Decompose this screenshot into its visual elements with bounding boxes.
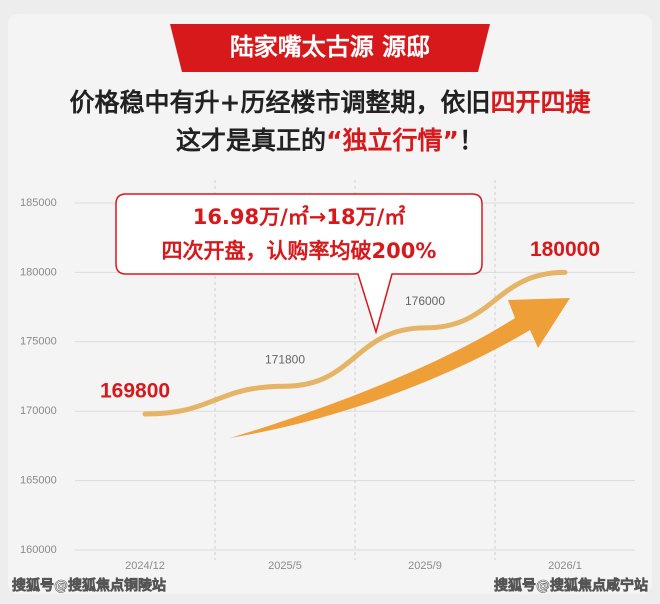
callout-line: 16.98万/㎡→18万/㎡	[193, 205, 406, 229]
watermark: 搜狐号@搜狐焦点铜陵站	[12, 577, 166, 594]
y-tick-label: 160000	[20, 544, 57, 556]
y-tick-label: 170000	[20, 405, 57, 417]
y-tick-label: 165000	[20, 475, 57, 487]
price-line	[142, 269, 568, 417]
trend-arrow	[230, 298, 570, 438]
y-tick-label: 185000	[20, 197, 57, 209]
callout-box	[115, 193, 483, 335]
x-tick-label: 2024/12	[125, 560, 165, 572]
value-label: 180000	[530, 238, 600, 261]
subheadline-part: ！	[459, 126, 484, 155]
subheadline-part: “独立行情”	[326, 126, 459, 155]
value-label: 171800	[265, 352, 305, 366]
headline-part: 价格稳中有升+历经楼市调整期，依旧	[70, 88, 491, 117]
value-label: 169800	[100, 380, 170, 403]
title-banner	[170, 24, 490, 72]
chart-title: 陆家嘴太古源 源邸	[230, 33, 430, 61]
y-tick-label: 175000	[20, 336, 57, 348]
headline-part: 四开四捷	[490, 88, 590, 117]
plot: 169800 171800 176000 180000	[100, 238, 600, 417]
watermark: 搜狐号@搜狐焦点咸宁站	[494, 577, 648, 594]
headline: 价格稳中有升+历经楼市调整期，依旧四开四捷	[70, 88, 591, 117]
subheadline: 这才是真正的“独立行情”！	[176, 126, 484, 155]
y-tick-label: 180000	[20, 266, 57, 278]
callout-line: 四次开盘，认购率均破200%	[162, 239, 437, 263]
x-tick-label: 2026/1	[548, 560, 582, 572]
card	[8, 14, 652, 594]
subheadline-part: 这才是真正的	[176, 126, 326, 155]
value-label: 176000	[405, 294, 445, 308]
x-tick-label: 2025/9	[408, 560, 442, 572]
x-tick-label: 2025/5	[268, 560, 302, 572]
